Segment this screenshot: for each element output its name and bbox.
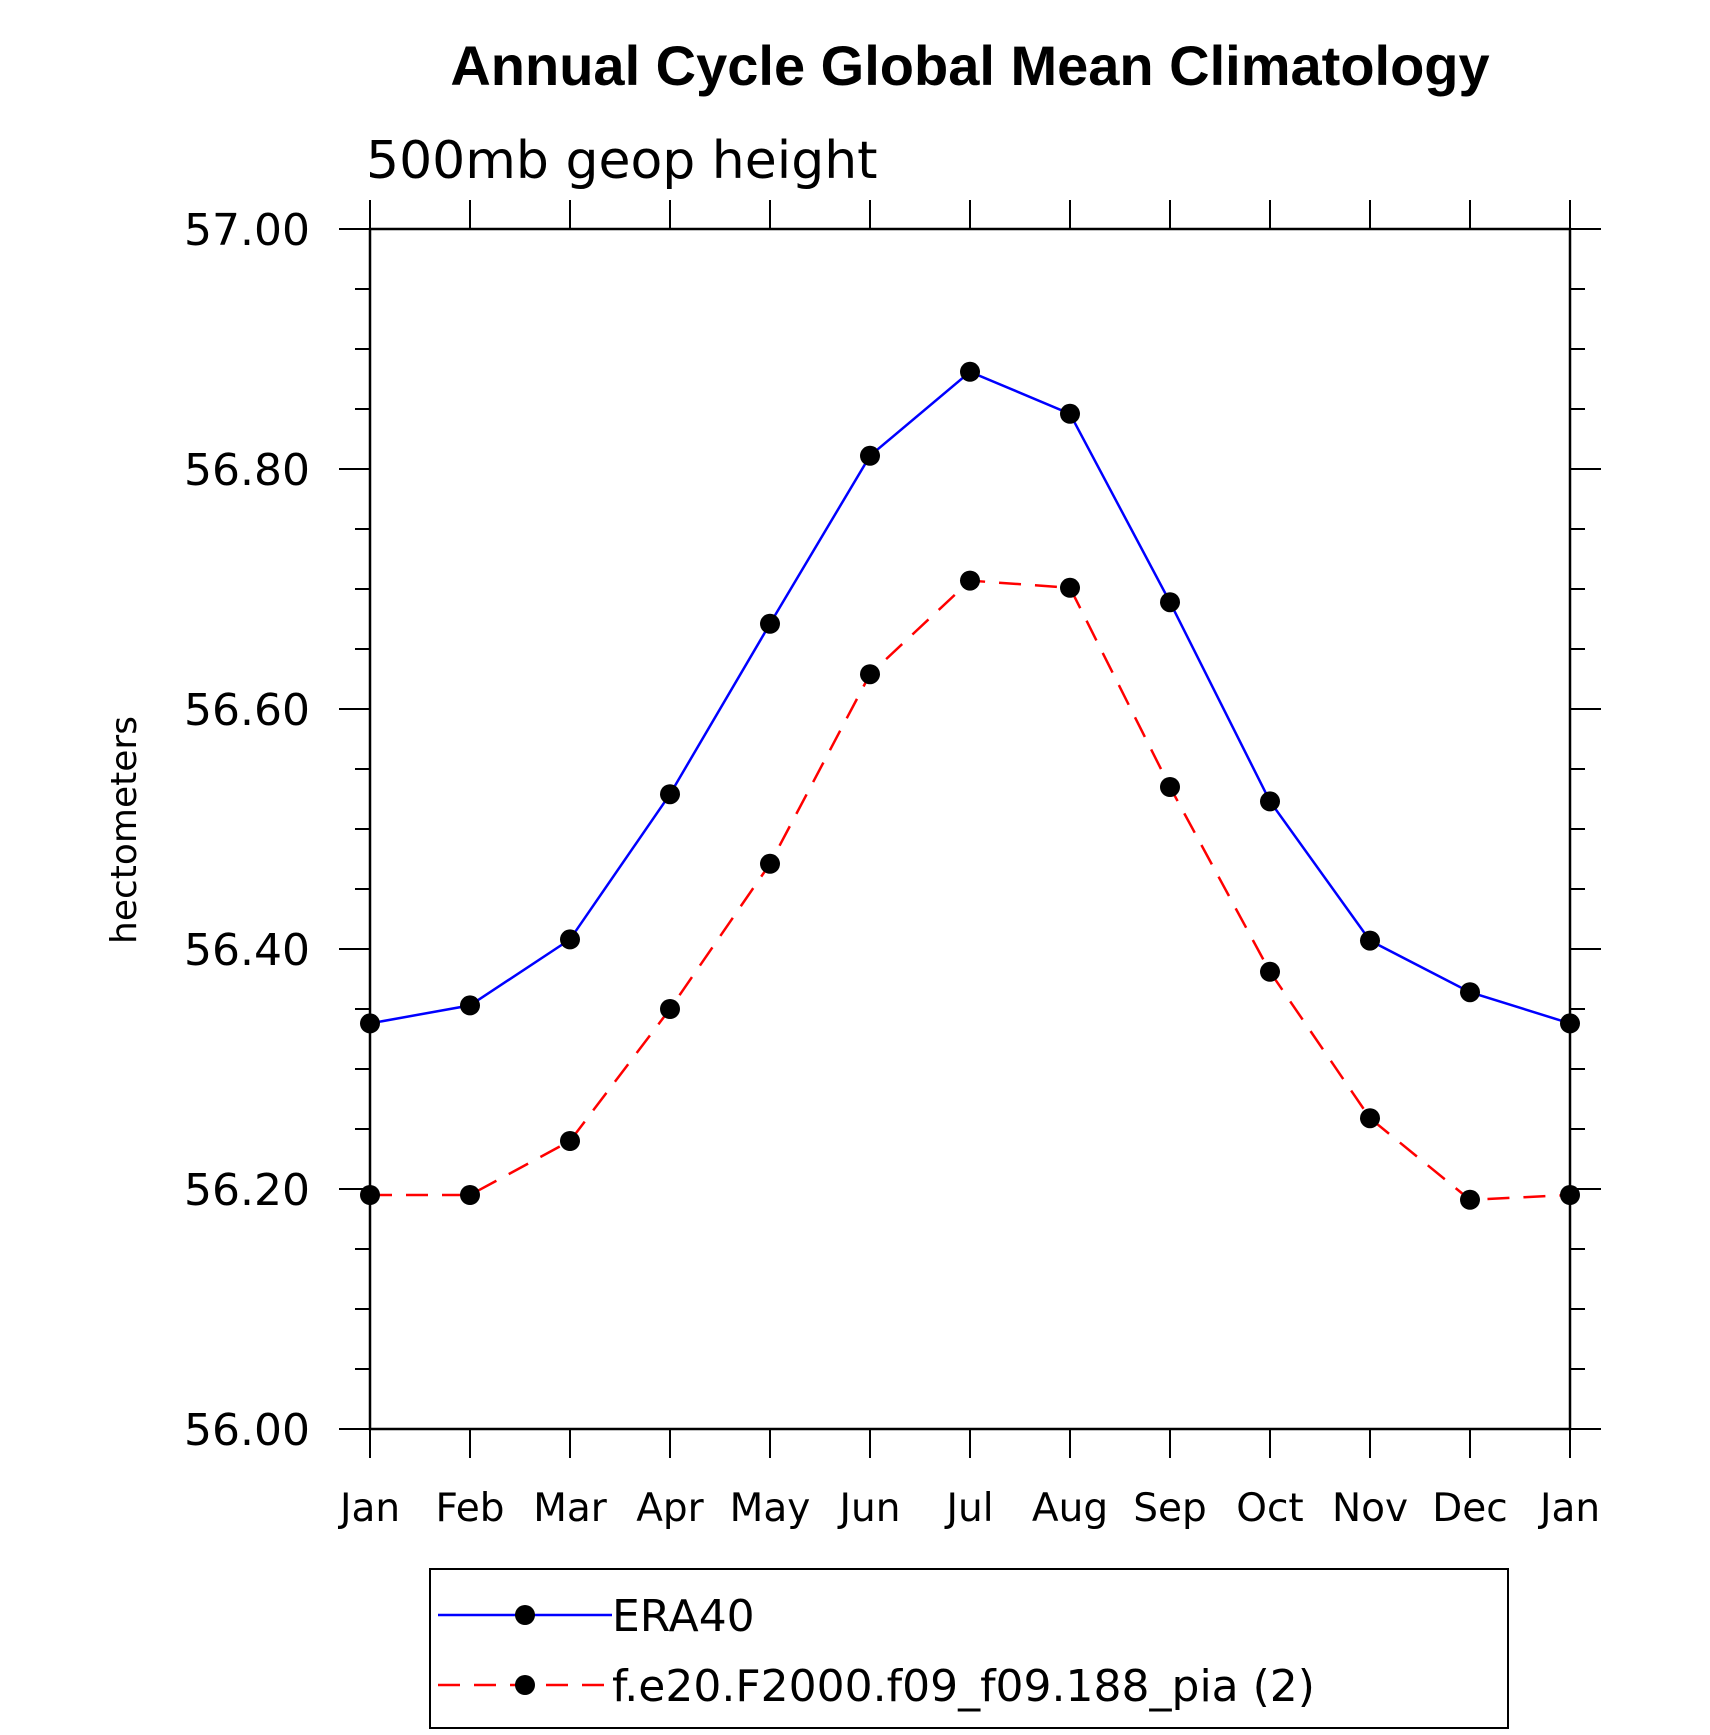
data-point-0 <box>460 995 480 1016</box>
chart-title: Annual Cycle Global Mean Climatology <box>450 34 1489 97</box>
x-tick-label: Aug <box>1032 1486 1108 1531</box>
data-point-1 <box>1160 777 1180 797</box>
y-tick-label: 56.20 <box>184 1165 310 1216</box>
y-axis-label: hectometers <box>104 716 145 944</box>
x-tick-label: May <box>730 1486 811 1531</box>
legend-label-era40: ERA40 <box>612 1591 755 1642</box>
series-line-1 <box>370 579 1571 1202</box>
x-tick-label: Nov <box>1332 1486 1408 1531</box>
data-point-0 <box>1360 930 1380 951</box>
y-tick-label: 56.40 <box>184 925 310 976</box>
data-point-0 <box>760 613 780 634</box>
x-tick-label: Apr <box>636 1486 704 1531</box>
x-tick-label: Feb <box>435 1486 504 1531</box>
y-tick-label: 56.60 <box>184 685 310 736</box>
plot-frame <box>368 227 1572 1431</box>
data-point-0 <box>1160 592 1180 613</box>
x-tick-label: Jul <box>943 1486 993 1531</box>
x-tick-label: Sep <box>1133 1486 1207 1531</box>
legend-marker-model <box>515 1675 535 1695</box>
data-point-1 <box>860 664 880 685</box>
legend: ERA40 f.e20.F2000.f09_f09.188_pia (2) <box>429 1568 1509 1729</box>
data-point-1 <box>1460 1189 1480 1210</box>
data-point-1 <box>760 853 780 874</box>
y-tick-label: 57.00 <box>184 205 310 256</box>
x-tick-label: Oct <box>1236 1486 1303 1531</box>
data-point-0 <box>360 1013 380 1034</box>
data-point-1 <box>660 999 680 1019</box>
chart-subtitle: 500mb geop height <box>366 131 878 191</box>
x-tick-label: Jan <box>337 1486 400 1531</box>
data-point-1 <box>1260 961 1280 982</box>
data-point-1 <box>1560 1185 1580 1205</box>
x-tick-label: Jan <box>1537 1486 1600 1531</box>
data-point-0 <box>1260 791 1280 812</box>
data-point-1 <box>460 1185 480 1205</box>
x-tick-label: Dec <box>1432 1486 1507 1531</box>
data-point-0 <box>960 361 980 382</box>
data-point-0 <box>1560 1013 1580 1034</box>
data-point-1 <box>360 1185 380 1205</box>
legend-box <box>429 1568 1509 1729</box>
y-tick-label: 56.80 <box>184 445 310 496</box>
data-point-1 <box>560 1131 580 1151</box>
data-point-1 <box>1060 577 1080 598</box>
legend-marker-era40 <box>515 1605 535 1625</box>
data-point-0 <box>860 445 880 466</box>
x-tick-label: Jun <box>837 1486 901 1531</box>
legend-label-model: f.e20.F2000.f09_f09.188_pia (2) <box>612 1661 1315 1712</box>
data-point-0 <box>1460 982 1480 1003</box>
data-point-0 <box>1060 403 1080 424</box>
axes-group: 56.00 56.20 56.40 56.60 56.80 57.00 Jan Feb Mar A… <box>184 200 1601 1531</box>
x-tick-label: Mar <box>533 1486 608 1531</box>
series-layer <box>360 361 1580 1210</box>
data-point-1 <box>960 570 980 591</box>
y-tick-label: 56.00 <box>184 1405 310 1456</box>
data-point-0 <box>560 929 580 950</box>
series-line-0 <box>369 370 1571 1025</box>
data-point-0 <box>660 784 680 805</box>
data-point-1 <box>1360 1108 1380 1129</box>
